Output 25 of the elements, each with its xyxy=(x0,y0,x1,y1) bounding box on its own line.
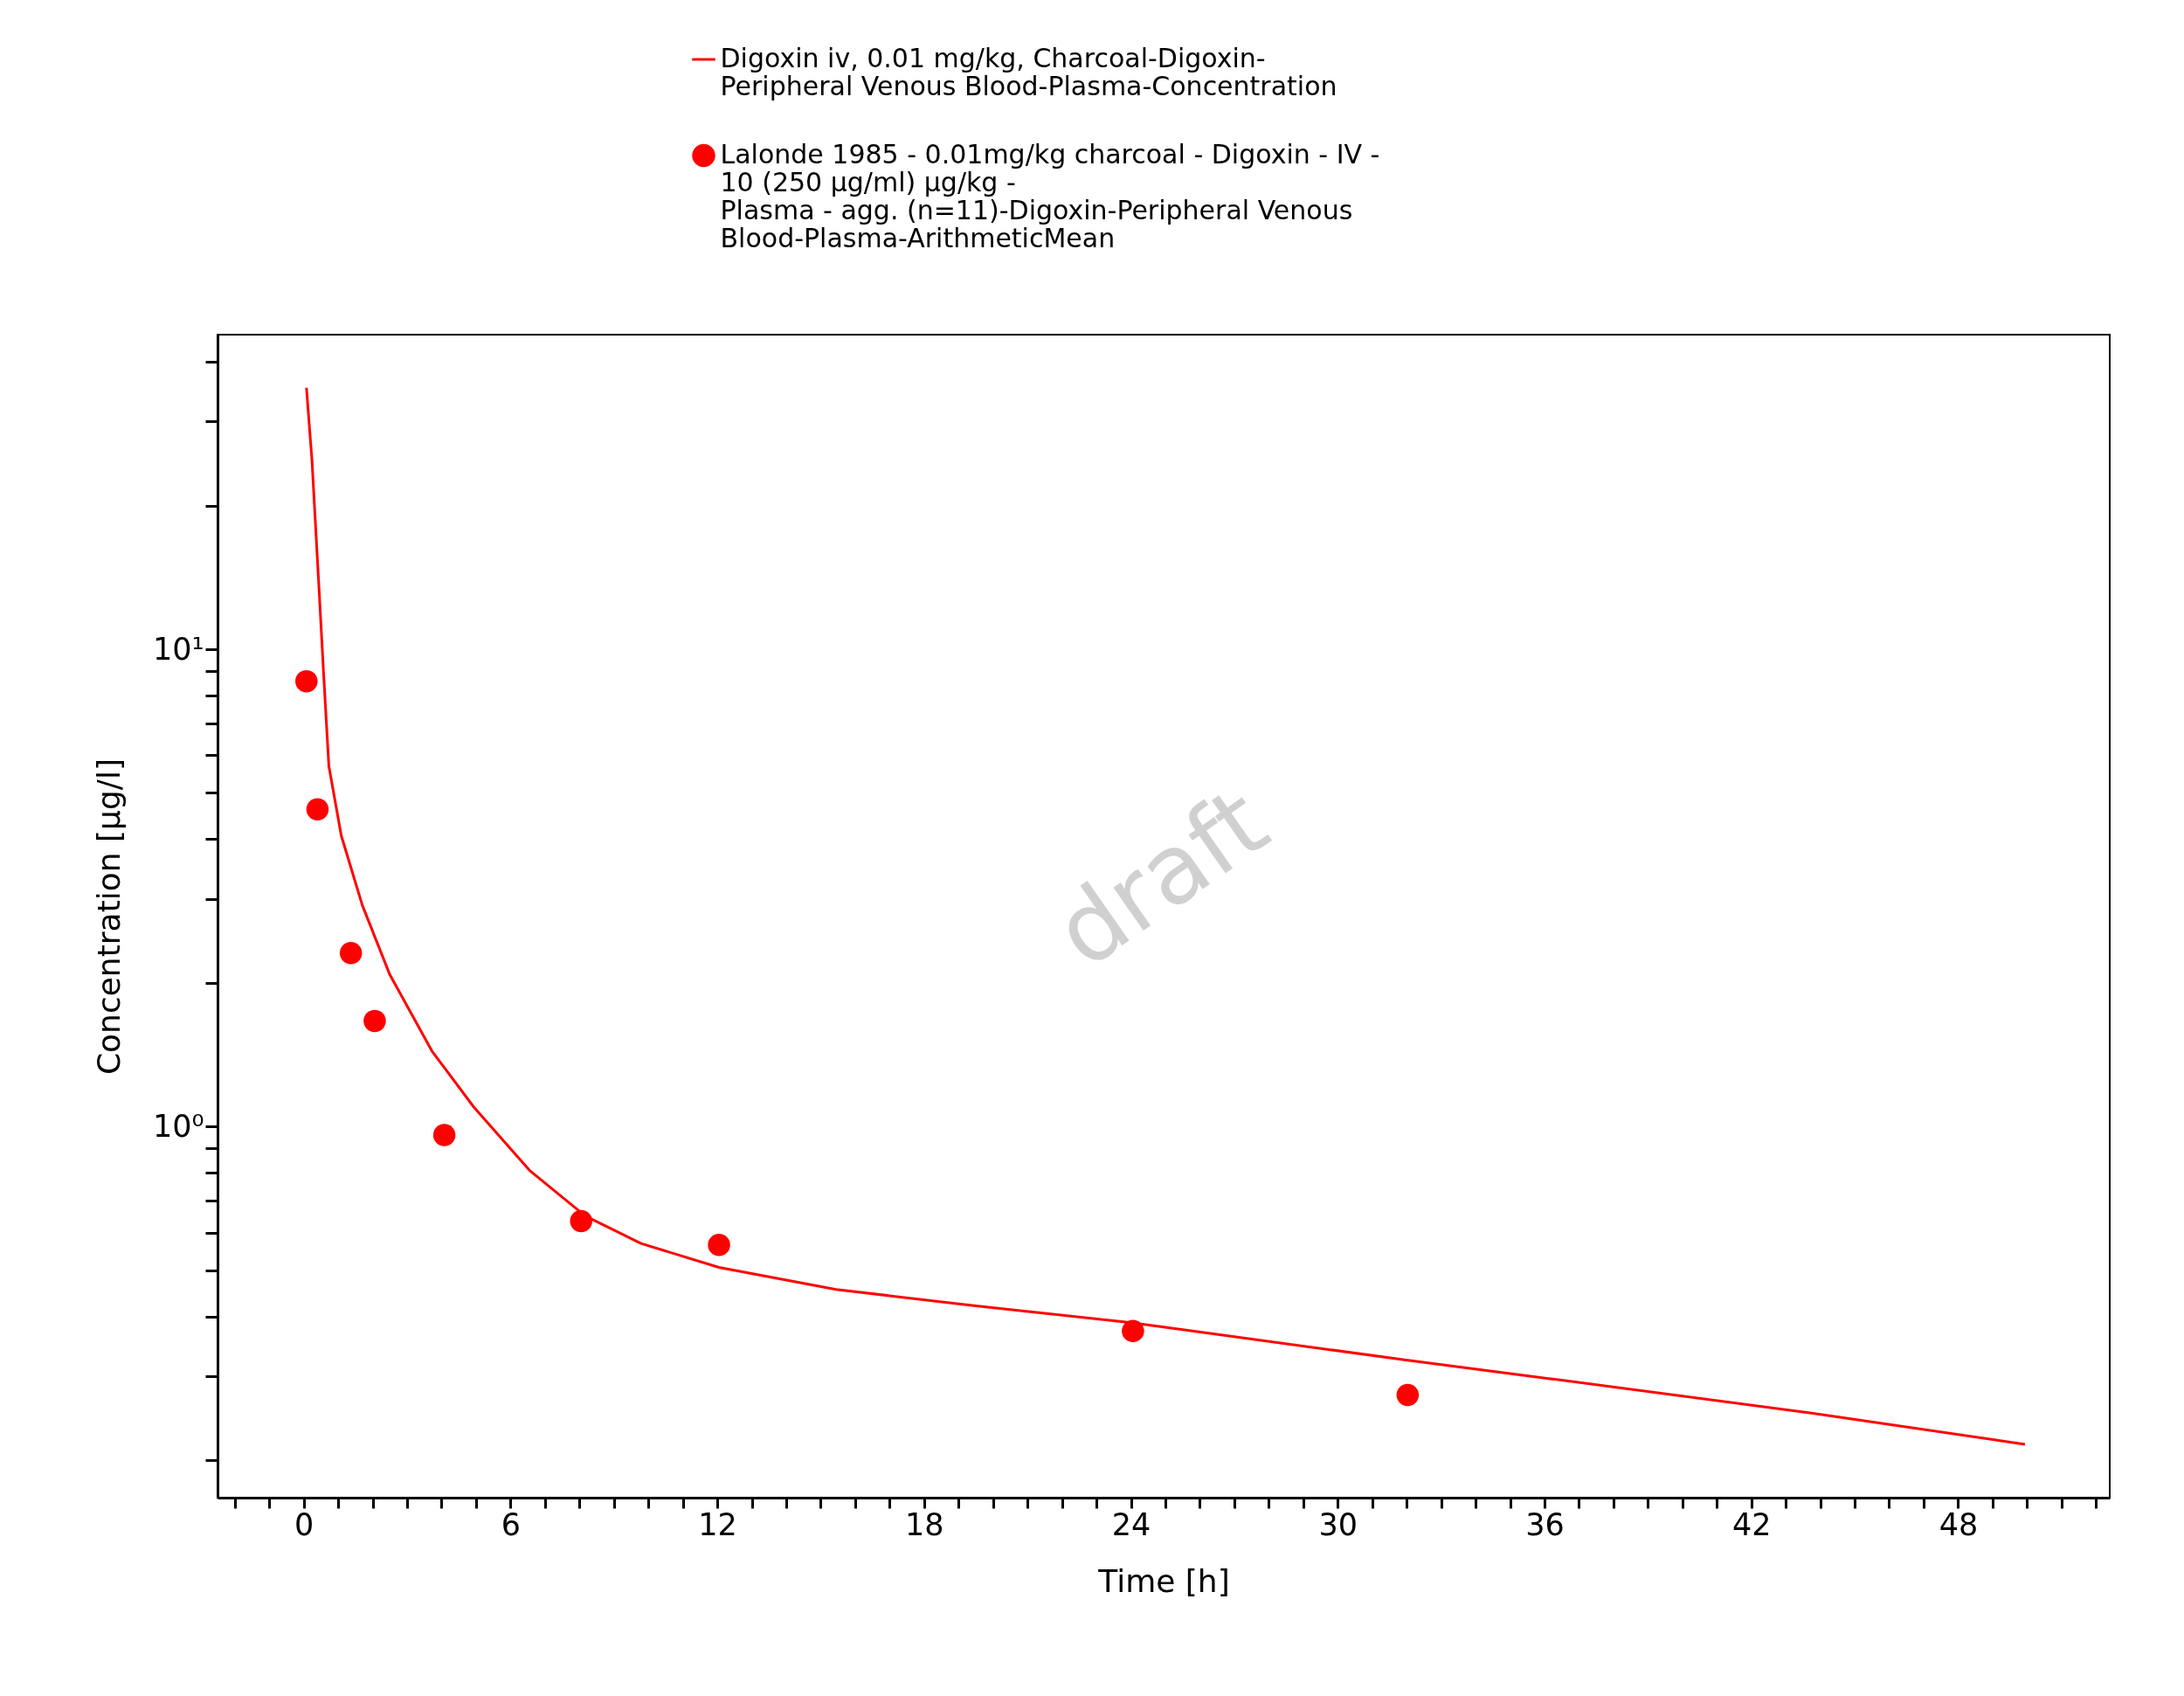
point xyxy=(295,669,318,693)
x-tick-label: 0 xyxy=(294,1506,314,1542)
y-axis-title: Concentration [µg/l] xyxy=(90,758,127,1076)
x-tick-label: 48 xyxy=(1939,1506,1979,1542)
x-tick-label: 36 xyxy=(1525,1506,1565,1542)
point xyxy=(1122,1319,1144,1343)
x-axis-title: Time [h] xyxy=(1097,1562,1230,1599)
x-tick-label: 30 xyxy=(1318,1506,1358,1542)
point xyxy=(570,1209,592,1233)
y-tick-label: 10⁰ xyxy=(152,1108,204,1144)
x-tick-label: 24 xyxy=(1111,1506,1151,1542)
x-tick-label: 6 xyxy=(501,1506,521,1542)
line-series xyxy=(305,386,2027,1446)
point xyxy=(708,1234,730,1256)
point xyxy=(432,1124,456,1146)
x-tick-label: 18 xyxy=(905,1506,944,1542)
point xyxy=(339,941,363,965)
legend-label: Lalonde 1985 - 0.01mg/kg charcoal - Digoxin - IV - 10 (250 µg/ml) µg/kg - Plasma - agg. (n=11)-Digoxin-Peripheral Venous Blood-Plasma-ArithmeticMean xyxy=(720,139,1380,253)
y-tick-label: 10¹ xyxy=(152,631,204,667)
point xyxy=(1396,1383,1420,1407)
point xyxy=(306,798,329,820)
x-tick-label: 12 xyxy=(698,1506,737,1542)
point xyxy=(363,1009,386,1033)
legend-label: Digoxin iv, 0.01 mg/kg, Charcoal-Digoxin- Peripheral Venous Blood-Plasma-Concentration xyxy=(720,43,1337,101)
x-tick-label: 42 xyxy=(1731,1506,1772,1542)
